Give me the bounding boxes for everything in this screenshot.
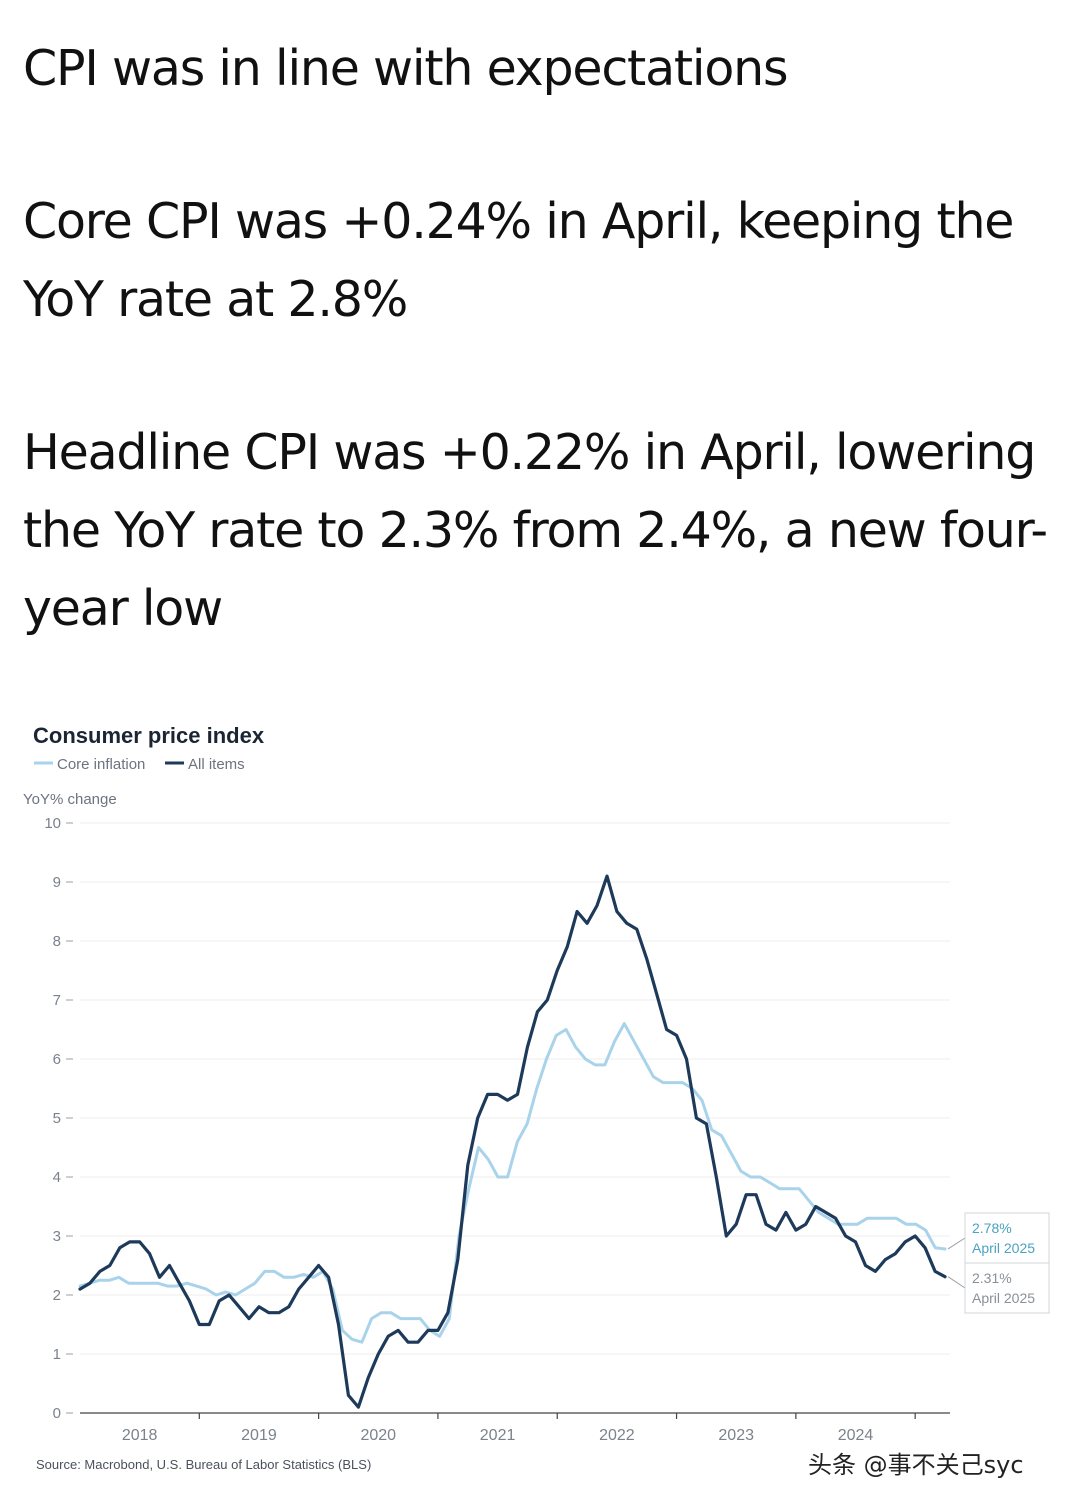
- x-tick-label: 2022: [599, 1427, 635, 1444]
- callouts: 2.78% April 2025 2.31% April 2025: [947, 1212, 1050, 1314]
- post-text: CPI was in line with expectations Core C…: [23, 30, 1073, 648]
- core-callout-box: [964, 1212, 1050, 1264]
- post-line-1: CPI was in line with expectations: [23, 40, 788, 97]
- cpi-chart: Consumer price index Core inflation All …: [23, 723, 1050, 1479]
- watermark: 头条 @事不关己syc: [808, 1451, 1024, 1479]
- callout-value: 2.78%: [972, 1220, 1012, 1236]
- callout-date: April 2025: [972, 1240, 1035, 1256]
- x-tick-label: 2021: [480, 1427, 516, 1444]
- all-items-callout-box: [964, 1262, 1050, 1314]
- y-tick-label: 9: [53, 874, 61, 891]
- post-line-3: Headline CPI was +0.22% in April, loweri…: [23, 424, 1048, 637]
- legend-all-items-label: All items: [188, 756, 245, 773]
- x-tick-label: 2019: [241, 1427, 277, 1444]
- y-tick-label: 2: [53, 1287, 61, 1304]
- gridlines: [80, 822, 950, 1355]
- callout-value: 2.31%: [972, 1270, 1012, 1286]
- y-axis-label: YoY% change: [23, 791, 117, 808]
- y-tick-label: 0: [53, 1405, 61, 1422]
- y-tick-label: 4: [53, 1169, 61, 1186]
- y-tick-label: 1: [53, 1346, 61, 1363]
- x-tick-label: 2018: [122, 1427, 158, 1444]
- y-ticks: 0 1 2 3 4 5 6 7 8 9 10: [44, 815, 73, 1422]
- callout-leader: [947, 1237, 966, 1250]
- legend-core-label: Core inflation: [57, 756, 145, 773]
- series-lines: [78, 874, 947, 1409]
- x-tick-label: 2020: [360, 1427, 396, 1444]
- x-tick-label: 2023: [718, 1427, 754, 1444]
- core-inflation-line: [78, 1022, 947, 1344]
- x-tick-label: 2024: [838, 1427, 874, 1444]
- chart-title: Consumer price index: [33, 723, 265, 748]
- callout-leader: [947, 1276, 966, 1289]
- y-tick-label: 8: [53, 933, 61, 950]
- callout-date: April 2025: [972, 1290, 1035, 1306]
- legend: Core inflation All items: [34, 756, 245, 773]
- post-line-2: Core CPI was +0.24% in April, keeping th…: [23, 193, 1014, 328]
- y-tick-label: 3: [53, 1228, 61, 1245]
- y-tick-label: 7: [53, 992, 61, 1009]
- all-items-line: [78, 874, 947, 1409]
- y-tick-label: 10: [44, 815, 61, 832]
- y-tick-label: 5: [53, 1110, 61, 1127]
- x-axis: 2018 2019 2020 2021 2022 2023 2024: [80, 1412, 950, 1444]
- y-tick-label: 6: [53, 1051, 61, 1068]
- source-note: Source: Macrobond, U.S. Bureau of Labor …: [36, 1457, 371, 1472]
